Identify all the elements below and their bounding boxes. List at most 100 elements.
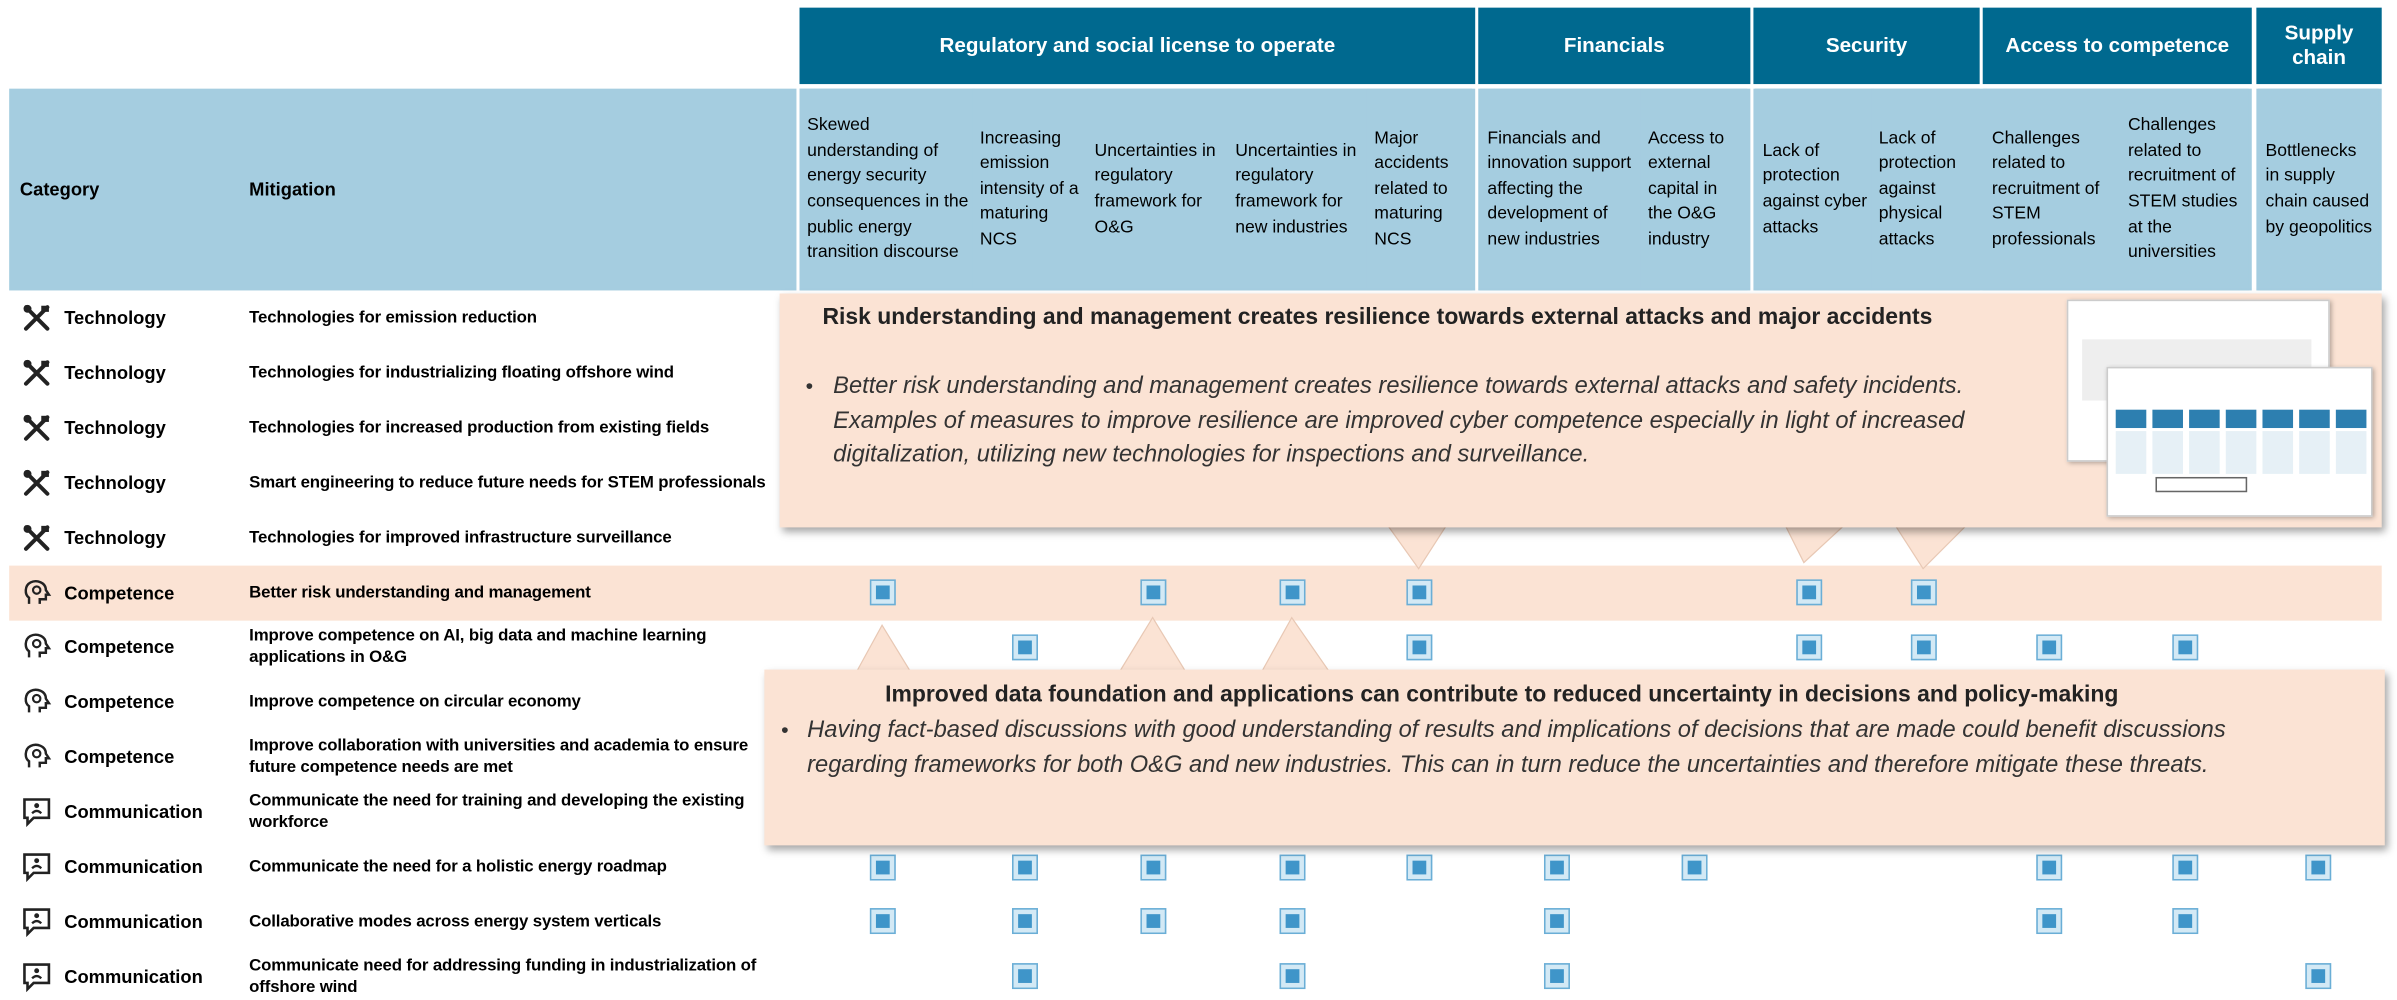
check-mark: [1543, 853, 1570, 880]
thumbnail-tile: [2115, 409, 2147, 429]
row-category: Technology: [64, 417, 166, 439]
row-mitigation: Improve collaboration with universities …: [249, 737, 749, 777]
row-mitigation: Technologies for increased production fr…: [249, 418, 710, 437]
row-category: Competence: [64, 746, 175, 768]
group-header: Security: [1753, 7, 1980, 85]
check-mark: [1139, 579, 1166, 606]
row-mitigation: Technologies for improved infrastructure…: [249, 528, 672, 547]
row-mitigation: Communicate need for addressing funding …: [249, 956, 757, 997]
row-mitigation: Smart engineering to reduce future needs…: [249, 473, 766, 492]
column-header: Increasing emission intensity of a matur…: [972, 88, 1090, 291]
thumbnail-tile: [2189, 431, 2220, 474]
check-mark: [2035, 853, 2062, 880]
callout-title: Risk understanding and management create…: [822, 304, 1933, 331]
check-mark: [1278, 853, 1305, 880]
icon-box: [21, 687, 52, 718]
row-mitigation: Better risk understanding and management: [249, 583, 591, 602]
header-band: [9, 88, 797, 291]
category-icon: [24, 579, 52, 604]
row-category: Communication: [64, 801, 203, 823]
column-header: Lack of protection against cyber attacks: [1754, 88, 1875, 291]
column-header: Challenges related to recruitment of STE…: [2120, 88, 2249, 291]
thumbnail-tile: [2335, 409, 2367, 429]
check-mark: [2171, 908, 2198, 935]
check-mark: [2171, 853, 2198, 880]
row-category: Competence: [64, 691, 175, 713]
callout: [764, 669, 2385, 846]
check-mark: [1543, 963, 1570, 990]
group-header: Regulatory and social license to operate: [799, 7, 1476, 85]
bullet: •: [781, 716, 789, 742]
thumbnail-tile: [2299, 431, 2330, 474]
row-mitigation: Technologies for emission reduction: [249, 308, 537, 328]
category-icon: [24, 634, 52, 658]
thumbnail-tile: [2335, 431, 2367, 474]
thumbnail-tile: [2262, 409, 2294, 429]
icon-box: [21, 467, 52, 498]
thumbnail-tile: [2152, 409, 2183, 429]
column-header: Major accidents related to maturing NCS: [1366, 88, 1473, 291]
thumbnail-tile: [2225, 431, 2257, 474]
icon-box: [21, 303, 52, 334]
check-mark: [2171, 634, 2198, 661]
check-mark: [1910, 634, 1937, 661]
check-mark: [1405, 853, 1432, 880]
category-icon: [23, 469, 50, 496]
check-mark: [1011, 963, 1038, 990]
icon-box: [21, 906, 52, 938]
column-header: Financials and innovation support affect…: [1479, 88, 1644, 291]
row-category: Communication: [64, 965, 203, 988]
row-category: Technology: [64, 526, 166, 549]
icon-box: [21, 851, 52, 883]
category-icon: [23, 359, 50, 386]
row-category: Competence: [64, 581, 175, 604]
icon-box: [21, 797, 52, 828]
mitigation-header: Mitigation: [249, 178, 336, 201]
check-mark: [1011, 853, 1038, 880]
group-header: Financials: [1478, 7, 1751, 85]
row-category: Communication: [64, 856, 203, 878]
category-icon: [23, 962, 51, 992]
callout-title: Improved data foundation and application…: [885, 681, 2119, 708]
category-icon: [23, 524, 50, 551]
column-header: Bottlenecks in supply chain caused by ge…: [2257, 88, 2379, 291]
row-mitigation: Improve competence on AI, big data and m…: [249, 627, 707, 668]
row-mitigation: Communicate the need for a holistic ener…: [249, 857, 667, 876]
callout-text: Having fact-based discussions with good …: [807, 716, 2226, 778]
check-mark: [1011, 634, 1038, 661]
row-mitigation: Collaborative modes across energy system…: [249, 912, 662, 931]
thumbnail-tile: [2262, 431, 2294, 474]
group-header: Access to competence: [1982, 7, 2252, 85]
icon-box: [21, 961, 52, 992]
check-mark: [2035, 908, 2062, 935]
check-mark: [869, 579, 896, 606]
category-icon: [23, 853, 51, 883]
check-mark: [1910, 579, 1937, 606]
check-mark: [1405, 634, 1432, 661]
row-mitigation: Technologies for industrializing floatin…: [249, 363, 674, 383]
thumbnail-tile: [2189, 409, 2220, 429]
check-mark: [2304, 853, 2331, 880]
check-mark: [869, 908, 896, 935]
check-mark: [1680, 853, 1707, 880]
column-header: Uncertainties in regulatory framework fo…: [1086, 88, 1231, 291]
check-mark: [1278, 579, 1305, 606]
check-mark: [1011, 908, 1038, 935]
category-icon: [23, 414, 50, 441]
check-mark: [1405, 579, 1432, 606]
category-header: Category: [19, 178, 100, 201]
category-icon: [24, 743, 52, 768]
check-mark: [1795, 634, 1822, 661]
column-header: Uncertainties in regulatory framework fo…: [1227, 88, 1370, 291]
icon-box: [21, 358, 52, 389]
row-category: Competence: [64, 636, 175, 658]
check-mark: [869, 853, 896, 880]
column-header: Access to external capital in the O&G in…: [1640, 88, 1748, 291]
row-mitigation: Communicate the need for training and de…: [249, 792, 745, 832]
group-header: Supply chain: [2256, 7, 2382, 85]
check-mark: [1139, 908, 1166, 935]
row-category: Communication: [64, 910, 203, 933]
icon-box: [21, 412, 52, 443]
